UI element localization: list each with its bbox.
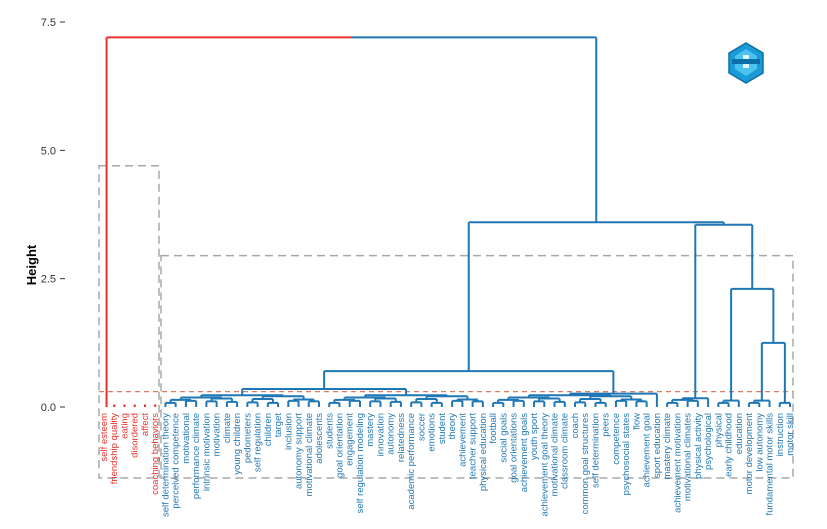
leaf-label: academic performance bbox=[406, 413, 417, 510]
y-tick-label: 7.5 bbox=[41, 17, 56, 29]
leaf-label: self regulation modeling bbox=[355, 413, 366, 513]
bibliometrix-logo-icon bbox=[728, 42, 764, 84]
y-tick-label: 5.0 bbox=[41, 145, 56, 157]
leaf-label: achievement motivation bbox=[672, 413, 683, 513]
dendrogram-branches bbox=[105, 36, 791, 407]
leaf-label: relatedness bbox=[396, 413, 407, 462]
leaf-label: achievement goal bbox=[642, 413, 653, 487]
leaf-label: innovation bbox=[375, 413, 386, 456]
leaf-label: motivational climates bbox=[683, 413, 694, 501]
leaf-label: students bbox=[324, 413, 335, 449]
leaf-label: physical education bbox=[478, 413, 489, 491]
leaf-label: common goal structures bbox=[580, 413, 591, 515]
leaf-label: intrinsic motivation bbox=[201, 413, 212, 491]
leaf-label: student bbox=[437, 413, 448, 445]
leaf-label: physical activity bbox=[693, 413, 704, 479]
leaf-label: motor development bbox=[744, 413, 755, 495]
y-tick-label: 0.0 bbox=[41, 402, 56, 414]
leaf-label: eating bbox=[119, 413, 130, 439]
leaf-label: self determination theory bbox=[160, 413, 171, 517]
leaf-label: coaching behaviors bbox=[150, 413, 161, 495]
leaf-label: self regulation bbox=[253, 413, 264, 472]
leaf-labels: self esteem friendship quality eating disor… bbox=[99, 413, 796, 517]
leaf-label: psychosocial states bbox=[621, 413, 632, 496]
leaf-label: achievement goal theory bbox=[539, 413, 550, 517]
leaf-label: motor skill bbox=[785, 413, 796, 456]
leaf-label: sport education bbox=[652, 413, 663, 478]
leaf-label: target bbox=[273, 413, 284, 438]
leaf-label: autonomy bbox=[386, 413, 397, 455]
leaf-label: theory bbox=[447, 413, 458, 440]
leaf-label: social goals bbox=[498, 413, 509, 463]
leaf-label: motivational bbox=[181, 413, 192, 464]
leaf-label: achievement bbox=[457, 413, 468, 467]
leaf-label: early childhood bbox=[724, 413, 735, 477]
leaf-label: disordered bbox=[130, 413, 141, 458]
leaf-label: psychological bbox=[703, 413, 714, 470]
leaf-label: football bbox=[488, 413, 499, 444]
leaf-label: coach bbox=[570, 413, 581, 438]
leaf-label: motivation bbox=[212, 413, 223, 456]
leaf-label: achievement goals bbox=[519, 413, 530, 492]
leaf-label: classroom climate bbox=[560, 413, 571, 489]
leaf-label: autonomy support bbox=[294, 413, 305, 489]
leaf-label: motivational climate bbox=[550, 413, 561, 496]
leaf-label: instruction bbox=[775, 413, 786, 456]
leaf-label: adolescents bbox=[314, 413, 325, 464]
leaf-label: peers bbox=[601, 413, 612, 437]
leaf-label: goal orientations bbox=[509, 413, 520, 483]
leaf-label: self determination bbox=[590, 413, 601, 488]
leaf-label: pedometers bbox=[242, 413, 253, 463]
leaf-label: emotions bbox=[427, 413, 438, 452]
leaf-label: inclusion bbox=[283, 413, 294, 450]
leaf-label: engagement bbox=[345, 413, 356, 466]
y-axis: 0.0 2.5 5.0 7.5 bbox=[41, 17, 65, 414]
cluster-1-guide-box bbox=[98, 164, 160, 479]
leaf-label: fundamental motor skills bbox=[765, 413, 776, 516]
leaf-label: perceived competence bbox=[171, 413, 182, 509]
cluster-guide-boxes bbox=[98, 164, 794, 479]
leaf-label: children bbox=[263, 413, 274, 446]
cluster-2-guide-box bbox=[160, 254, 794, 479]
leaf-label: mastery climate bbox=[662, 413, 673, 480]
leaf-label: physical bbox=[713, 413, 724, 447]
leaf-label: friendship quality bbox=[109, 413, 120, 485]
leaf-label: performance climate bbox=[191, 413, 202, 499]
leaf-label: mastery bbox=[365, 413, 376, 447]
leaf-label: soccer bbox=[416, 413, 427, 441]
y-tick-label: 2.5 bbox=[41, 274, 56, 286]
leaf-label: affect bbox=[140, 413, 151, 436]
leaf-label: competence bbox=[611, 413, 622, 465]
leaf-label: flow bbox=[631, 413, 642, 430]
leaf-label: self esteem bbox=[99, 413, 110, 462]
leaf-label: teacher support bbox=[468, 413, 479, 479]
leaf-label: motivational climate bbox=[304, 413, 315, 496]
y-axis-title: Height bbox=[24, 244, 39, 285]
leaf-label: education bbox=[734, 413, 745, 454]
leaf-label: goal orientation bbox=[334, 413, 345, 478]
leaf-label: youth sport bbox=[529, 413, 540, 460]
leaf-label: climate bbox=[222, 413, 233, 443]
leaf-label: low autonomy bbox=[754, 413, 765, 472]
leaf-label: young children bbox=[232, 413, 243, 475]
